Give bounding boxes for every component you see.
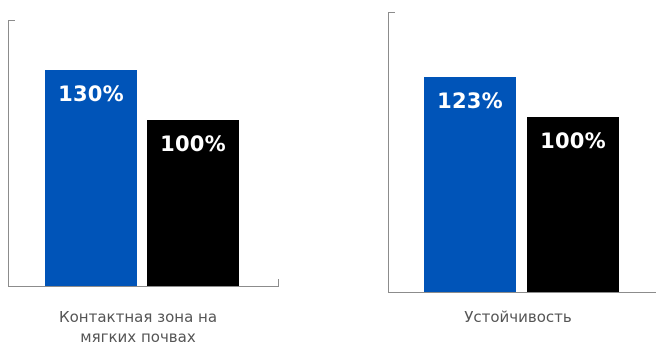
category-label: Контактная зона на мягких почвах bbox=[58, 308, 218, 346]
bar-value-label: 100% bbox=[160, 132, 226, 156]
bar-tested-tire: 130% bbox=[45, 70, 137, 286]
bar-value-label: 130% bbox=[58, 82, 124, 106]
bar-reference-tire: 100% bbox=[147, 120, 239, 286]
bar-value-label: 100% bbox=[540, 129, 606, 153]
axis-right-tick bbox=[278, 279, 279, 287]
bar-reference-tire: 100% bbox=[527, 117, 619, 292]
chart-axis-frame bbox=[8, 20, 279, 287]
axis-top-tick bbox=[388, 12, 395, 13]
bar-tested-tire: 123% bbox=[424, 77, 516, 292]
category-label: Устойчивость bbox=[464, 308, 572, 326]
chart-panel-contact-area: 130% 100% Контактная зона на мягких почв… bbox=[0, 0, 300, 351]
axis-top-tick bbox=[8, 20, 15, 21]
chart-axis-frame bbox=[388, 12, 656, 293]
chart-panel-stability: 123% 100% Устойчивость bbox=[380, 0, 656, 351]
bar-value-label: 123% bbox=[437, 89, 503, 113]
